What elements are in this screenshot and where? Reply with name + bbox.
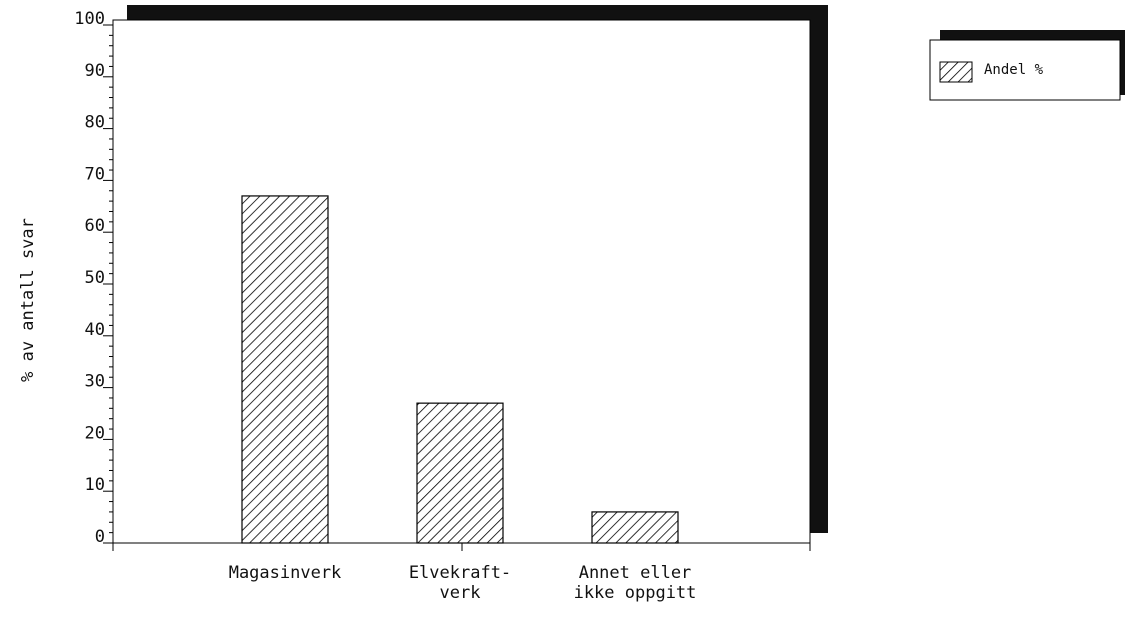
x-tick-label: Magasinverk: [229, 563, 342, 583]
x-tick-label: ikke oppgitt: [574, 583, 697, 603]
frame-shadow: [127, 5, 828, 21]
y-tick-label: 0: [95, 527, 105, 547]
x-tick-label: Annet eller: [579, 563, 692, 583]
legend: Andel %: [929, 30, 1125, 101]
y-tick-label: 30: [85, 372, 105, 392]
bar: [416, 402, 504, 544]
x-tick-label: verk: [440, 583, 481, 603]
bar: [241, 195, 329, 544]
frame-shadow: [810, 5, 828, 533]
y-tick-label: 40: [85, 320, 105, 340]
y-tick-label: 50: [85, 268, 105, 288]
y-tick-label: 90: [85, 61, 105, 81]
x-tick-label: Elvekraft-: [409, 563, 511, 583]
y-tick-label: 70: [85, 164, 105, 184]
y-axis-label: % av antall svar: [18, 218, 38, 382]
y-tick-label: 80: [85, 113, 105, 133]
y-tick-label: 60: [85, 216, 105, 236]
legend-label: Andel %: [984, 62, 1044, 78]
y-tick-label: 10: [85, 475, 105, 495]
legend-swatch: [939, 61, 973, 83]
y-tick-label: 20: [85, 423, 105, 443]
y-tick-label: 100: [74, 9, 105, 29]
bar: [591, 511, 679, 544]
